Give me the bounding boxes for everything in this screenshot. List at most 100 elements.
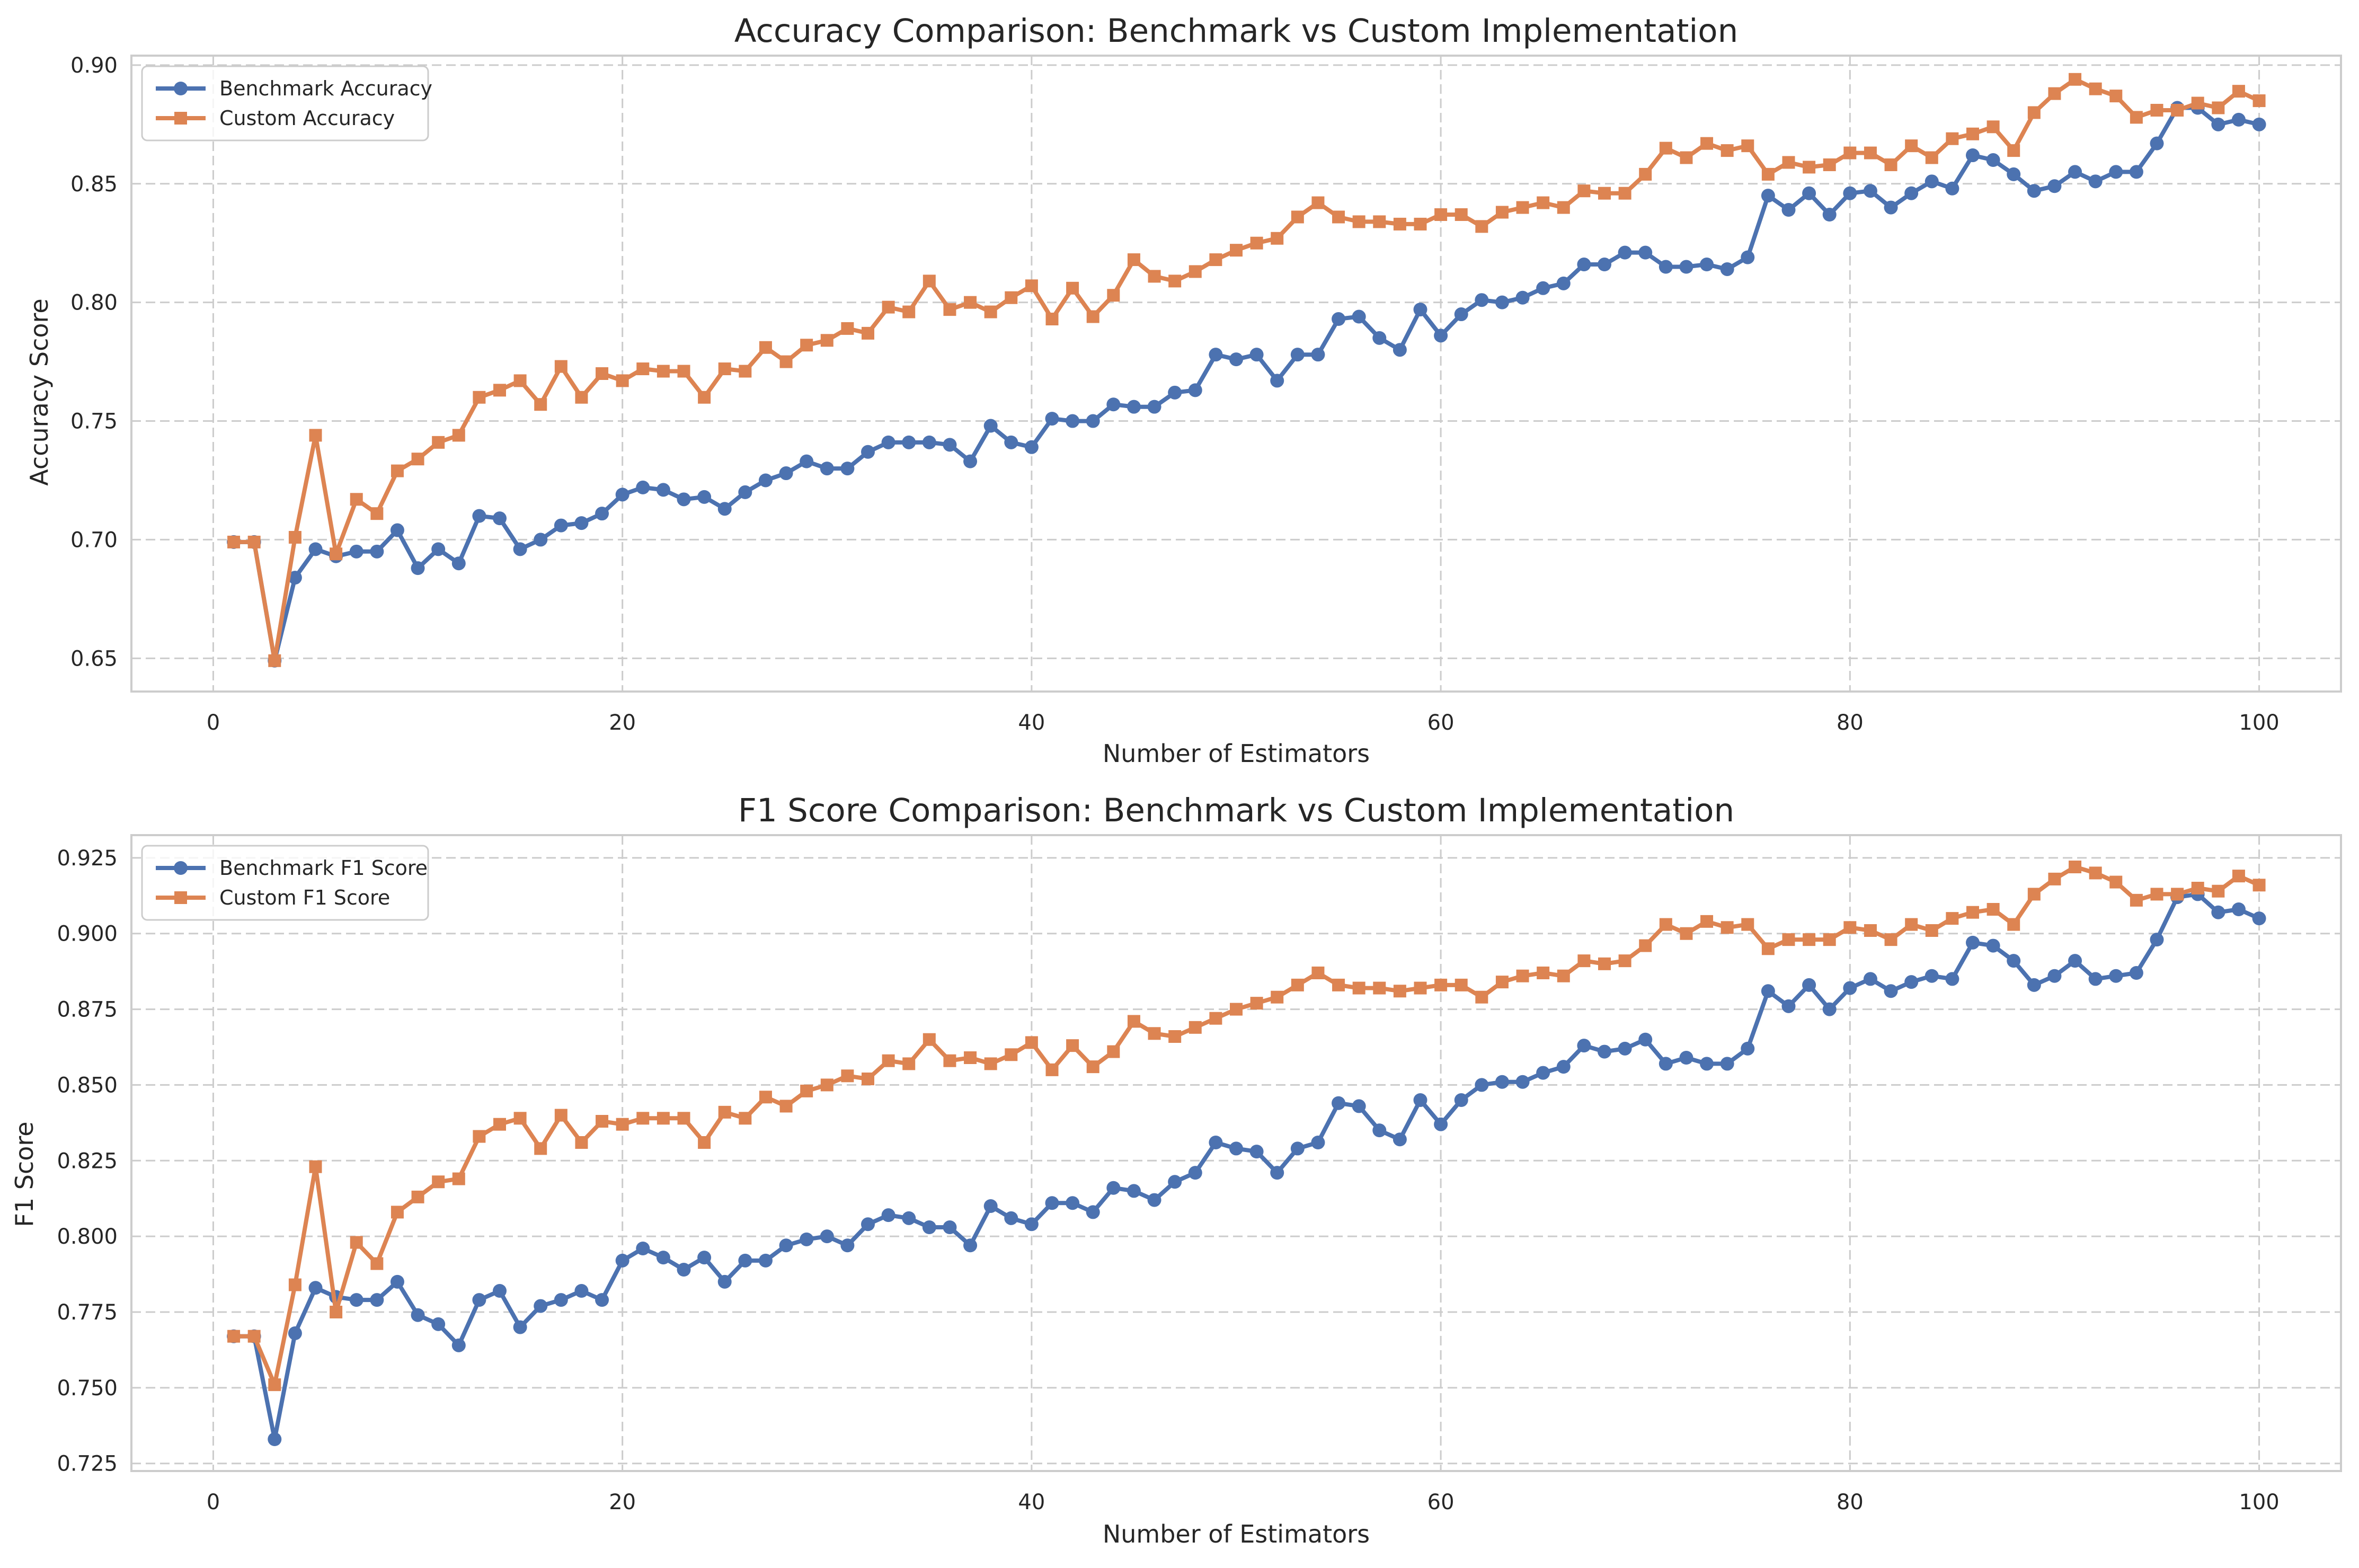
data-point: [963, 1238, 978, 1253]
y-tick-label: 0.775: [57, 1300, 118, 1325]
y-tick-label: 0.85: [70, 172, 118, 197]
data-point: [288, 1278, 301, 1291]
data-point: [1680, 151, 1693, 164]
data-point: [432, 436, 445, 449]
data-point: [1148, 1027, 1161, 1040]
data-point: [1045, 1063, 1059, 1076]
data-point: [1066, 281, 1079, 295]
legend-marker: [174, 891, 187, 904]
data-point: [1843, 186, 1857, 200]
data-point: [1986, 120, 2000, 134]
data-point: [1843, 921, 1857, 934]
data-point: [554, 1109, 567, 1122]
data-point: [1414, 217, 1427, 231]
data-point: [2150, 103, 2163, 117]
data-point: [1741, 139, 1754, 153]
data-point: [923, 1033, 936, 1046]
data-point: [943, 303, 956, 316]
data-point: [534, 533, 548, 547]
data-point: [2171, 103, 2184, 117]
legend: Benchmark Accuracy Custom Accuracy: [141, 65, 432, 141]
data-point: [330, 547, 343, 561]
data-point: [1495, 295, 1509, 309]
data-point: [390, 523, 404, 537]
data-point: [1475, 293, 1489, 307]
y-tick-label: 0.800: [57, 1225, 118, 1249]
y-tick-label: 0.90: [70, 54, 118, 78]
data-point: [513, 374, 527, 387]
data-point: [862, 326, 874, 340]
data-point: [1884, 200, 1898, 215]
data-point: [1271, 232, 1284, 245]
data-point: [2047, 179, 2062, 193]
data-point: [2109, 969, 2123, 983]
data-point: [636, 362, 650, 376]
series-custom-f1-score: [227, 861, 2266, 1392]
data-point: [1086, 1205, 1100, 1219]
data-point: [1761, 984, 1775, 998]
data-point: [2232, 85, 2245, 98]
data-point: [534, 398, 547, 411]
data-point: [309, 1160, 322, 1173]
data-point: [1822, 1002, 1837, 1016]
data-point: [1168, 385, 1182, 400]
data-point: [656, 483, 670, 497]
x-tick-label: 100: [2239, 1490, 2279, 1514]
y-tick-label: 0.70: [70, 528, 118, 552]
data-point: [1455, 208, 1468, 221]
data-point: [1864, 924, 1877, 937]
data-point: [1045, 1196, 1059, 1210]
data-point: [2048, 872, 2061, 885]
data-point: [308, 542, 323, 556]
data-point: [1393, 217, 1406, 231]
data-point: [1904, 975, 1919, 989]
data-point: [739, 1112, 752, 1125]
data-point: [1700, 137, 1714, 150]
data-point: [534, 1142, 547, 1155]
data-point: [1495, 206, 1509, 219]
data-point: [1209, 348, 1223, 362]
data-point: [1290, 1141, 1305, 1156]
legend-label: Custom Accuracy: [219, 107, 395, 130]
data-point: [2252, 117, 2266, 131]
data-point: [1250, 997, 1263, 1010]
data-point: [2130, 111, 2143, 124]
data-point: [820, 1229, 834, 1244]
y-tick-label: 0.825: [57, 1149, 118, 1173]
data-point: [1475, 1078, 1489, 1092]
data-point: [268, 654, 281, 667]
data-point: [350, 1236, 363, 1249]
data-point: [1516, 969, 1529, 982]
data-point: [1598, 1044, 1611, 1059]
data-point: [1679, 1051, 1693, 1065]
data-point: [1741, 918, 1754, 931]
data-point: [882, 1054, 895, 1067]
data-point: [473, 391, 486, 404]
data-point: [656, 1251, 670, 1265]
data-point: [1147, 1193, 1161, 1207]
data-point: [472, 509, 486, 523]
data-point: [1679, 260, 1693, 274]
data-point: [1004, 435, 1018, 449]
data-point: [349, 1293, 363, 1307]
data-point: [984, 305, 997, 318]
accuracy-panel: Accuracy Comparison: Benchmark vs Custom…: [25, 12, 2342, 768]
data-point: [1413, 303, 1427, 317]
data-point: [595, 1293, 609, 1307]
data-point: [2007, 144, 2020, 157]
data-point: [800, 454, 814, 468]
data-point: [1577, 1039, 1591, 1053]
data-point: [1106, 1181, 1121, 1195]
data-point: [1782, 156, 1795, 169]
data-point: [2252, 879, 2266, 892]
data-point: [841, 322, 854, 335]
data-point: [1352, 981, 1365, 995]
data-point: [1638, 245, 1653, 260]
data-point: [1618, 1041, 1632, 1056]
data-point: [2171, 888, 2184, 901]
x-tick-label: 60: [1427, 1490, 1455, 1514]
data-point: [1475, 220, 1488, 233]
data-point: [1925, 151, 1938, 164]
data-point: [881, 435, 895, 449]
data-point: [575, 391, 588, 404]
